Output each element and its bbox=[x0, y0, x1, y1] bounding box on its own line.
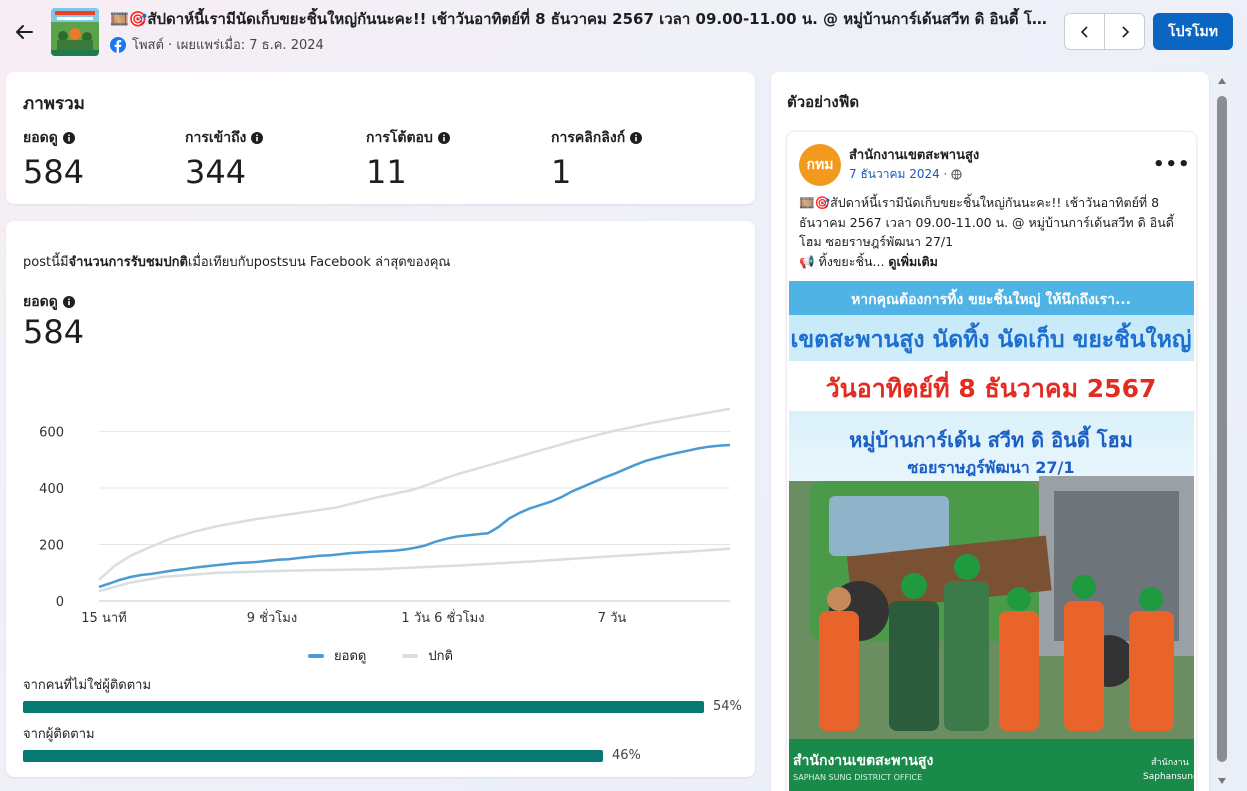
views-value: 584 bbox=[23, 313, 85, 351]
svg-text:หมู่บ้านการ์เด้น สวีท ดิ อินดี: หมู่บ้านการ์เด้น สวีท ดิ อินดี้ โฮม bbox=[849, 425, 1133, 454]
views-line bbox=[98, 443, 731, 589]
scrollbar-thumb[interactable] bbox=[1217, 96, 1227, 762]
performance-description: postนี้มีจำนวนการรับชมปกติเมื่อเทียบกับp… bbox=[23, 255, 451, 270]
metric-views: ยอดดู 584 bbox=[23, 127, 84, 191]
post-thumbnail bbox=[51, 8, 99, 56]
svg-text:สำนักงาน: สำนักงาน bbox=[1151, 757, 1189, 768]
metric-value: 344 bbox=[185, 153, 247, 191]
metric-reach: การเข้าถึง 344 bbox=[185, 127, 264, 191]
x-tick-label: 7 วัน bbox=[598, 611, 627, 626]
y-tick-label: 200 bbox=[39, 538, 64, 553]
legend-swatch bbox=[402, 653, 419, 658]
post-meta: โพสต์ · เผยแพร่เมื่อ: 7 ธ.ค. 2024 bbox=[110, 34, 324, 55]
info-icon[interactable] bbox=[251, 132, 264, 144]
legend-label: ยอดดู bbox=[334, 649, 367, 664]
feed-preview-panel: ตัวอย่างฟีด กทม สำนักงานเขตสะพานสูง 7 ธั… bbox=[771, 72, 1209, 791]
info-icon[interactable] bbox=[630, 132, 643, 144]
legend-label: ปกติ bbox=[428, 649, 453, 664]
avatar[interactable]: กทม bbox=[799, 144, 841, 186]
info-icon[interactable] bbox=[62, 132, 75, 144]
feed-preview-title: ตัวอย่างฟีด bbox=[787, 93, 860, 111]
post-title: 🎞️🎯สัปดาห์นี้เรามีนัดเก็บขยะชิ้นใหญ่กันน… bbox=[110, 10, 1055, 28]
bar-label: จากคนที่ไม่ใช่ผู้ติดตาม bbox=[23, 678, 152, 693]
metric-value: 584 bbox=[23, 153, 85, 191]
bar-percent: 54% bbox=[713, 699, 742, 714]
see-more-link[interactable]: ดูเพิ่มเติม bbox=[888, 253, 938, 269]
overview-title: ภาพรวม bbox=[23, 94, 85, 114]
post-preview: กทม สำนักงานเขตสะพานสูง 7 ธันวาคม 2024 ·… bbox=[787, 132, 1196, 791]
legend-swatch bbox=[308, 653, 325, 658]
metric-label: ยอดดู bbox=[23, 130, 58, 146]
performance-card: postนี้มีจำนวนการรับชมปกติเมื่อเทียบกับp… bbox=[6, 221, 755, 777]
preview-scrollbar[interactable] bbox=[1215, 72, 1229, 791]
bar-fill bbox=[23, 750, 603, 762]
globe-icon bbox=[951, 169, 963, 180]
post-navigation bbox=[1064, 13, 1145, 50]
post-date: 7 ธันวาคม 2024 · bbox=[849, 165, 963, 184]
page-name[interactable]: สำนักงานเขตสะพานสูง bbox=[849, 148, 980, 163]
metric-link-clicks: การคลิกลิงก์ 1 bbox=[551, 127, 643, 191]
previous-post-button[interactable] bbox=[1065, 14, 1105, 49]
metric-interactions: การโต้ตอบ 11 bbox=[366, 127, 450, 191]
metric-value: 1 bbox=[551, 153, 572, 191]
facebook-icon bbox=[110, 36, 126, 53]
bar-percent: 46% bbox=[612, 748, 641, 763]
back-arrow-icon[interactable] bbox=[12, 20, 36, 44]
scroll-up-icon[interactable] bbox=[1218, 78, 1226, 84]
post-text: 🎞️🎯สัปดาห์นี้เรามีนัดเก็บขยะชิ้นใหญ่กันน… bbox=[799, 195, 1174, 269]
bar-label: จากผู้ติดตาม bbox=[23, 727, 95, 742]
x-tick-label: 15 นาที bbox=[81, 610, 126, 626]
svg-text:SAPHAN SUNG DISTRICT OFFICE: SAPHAN SUNG DISTRICT OFFICE bbox=[793, 773, 922, 782]
metric-label: การคลิกลิงก์ bbox=[551, 130, 626, 146]
scroll-down-icon[interactable] bbox=[1218, 778, 1226, 784]
views-line-chart: 0 200 400 600 15 นาที 9 ชั่วโมง 1 วัน 6 ชั่วโม… bbox=[39, 407, 731, 626]
chevron-right-icon bbox=[1121, 25, 1129, 38]
next-post-button[interactable] bbox=[1105, 14, 1144, 49]
metric-value: 11 bbox=[366, 153, 407, 191]
overview-card: ภาพรวม ยอดดู 584 การเข้าถึง 344 การโต้ตอ… bbox=[6, 72, 755, 204]
chevron-left-icon bbox=[1080, 25, 1088, 38]
svg-text:เขตสะพานสูง นัดทิ้ง นัดเก็บ ขย: เขตสะพานสูง นัดทิ้ง นัดเก็บ ขยะชิ้นใหญ่ bbox=[791, 322, 1192, 354]
info-icon[interactable] bbox=[437, 132, 450, 144]
legend-item-typical[interactable]: ปกติ bbox=[402, 645, 453, 666]
y-tick-label: 0 bbox=[56, 595, 64, 610]
legend-item-views[interactable]: ยอดดู bbox=[308, 645, 366, 666]
metric-label: การโต้ตอบ bbox=[366, 130, 433, 146]
views-label-row: ยอดดู bbox=[23, 291, 75, 313]
post-published: โพสต์ · เผยแพร่เมื่อ: 7 ธ.ค. 2024 bbox=[132, 38, 324, 53]
bar-fill bbox=[23, 701, 704, 713]
chart-legend: ยอดดู ปกติ bbox=[6, 645, 755, 666]
non-follower-bar: จากคนที่ไม่ใช่ผู้ติดตาม 54% bbox=[23, 674, 743, 714]
follower-bar: จากผู้ติดตาม 46% bbox=[23, 723, 743, 763]
metric-label: การเข้าถึง bbox=[185, 130, 247, 146]
svg-text:วันอาทิตย์ที่ 8 ธันวาคม 2567: วันอาทิตย์ที่ 8 ธันวาคม 2567 bbox=[826, 371, 1157, 403]
views-label: ยอดดู bbox=[23, 294, 58, 310]
svg-text:Saphansung: Saphansung bbox=[1143, 772, 1194, 782]
svg-text:สำนักงานเขตสะพานสูง: สำนักงานเขตสะพานสูง bbox=[793, 753, 933, 769]
post-header: 🎞️🎯สัปดาห์นี้เรามีนัดเก็บขยะชิ้นใหญ่กันน… bbox=[0, 0, 1247, 64]
more-options-icon[interactable]: ••• bbox=[1153, 154, 1191, 175]
y-tick-label: 600 bbox=[39, 425, 64, 440]
svg-text:ซอยราษฎร์พัฒนา 27/1: ซอยราษฎร์พัฒนา 27/1 bbox=[907, 458, 1074, 477]
x-tick-label: 9 ชั่วโมง bbox=[247, 609, 297, 626]
svg-text:หากคุณต้องการทิ้ง ขยะชิ้นใหญ่: หากคุณต้องการทิ้ง ขยะชิ้นใหญ่ ให้นึกถึงเ… bbox=[851, 288, 1131, 308]
typical-lower-line bbox=[98, 547, 731, 593]
info-icon[interactable] bbox=[62, 296, 75, 308]
y-tick-label: 400 bbox=[39, 482, 64, 497]
x-tick-label: 1 วัน 6 ชั่วโมง bbox=[401, 609, 484, 626]
promote-button[interactable]: โปรโมท bbox=[1153, 13, 1233, 50]
typical-upper-line bbox=[98, 407, 731, 581]
post-image[interactable]: หากคุณต้องการทิ้ง ขยะชิ้นใหญ่ ให้นึกถึงเ… bbox=[789, 281, 1194, 791]
